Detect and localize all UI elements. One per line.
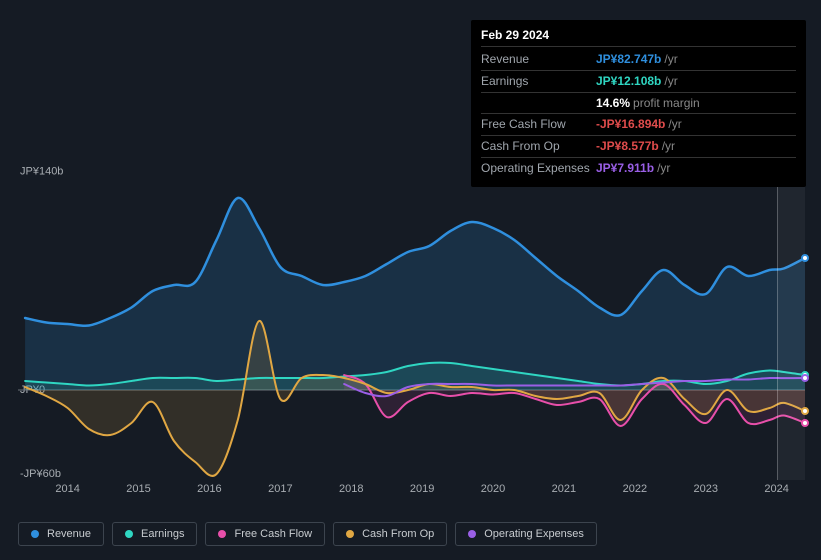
tooltip-label: Earnings: [481, 73, 596, 90]
legend-label: Revenue: [47, 528, 91, 540]
legend-swatch: [468, 530, 476, 538]
legend-item[interactable]: Free Cash Flow: [205, 522, 325, 546]
legend: Revenue Earnings Free Cash Flow Cash From O…: [18, 522, 597, 546]
tooltip-row: Operating ExpensesJP¥7.911b/yr: [481, 158, 796, 179]
legend-item[interactable]: Revenue: [18, 522, 104, 546]
cursor-line: [777, 180, 778, 480]
legend-swatch: [31, 530, 39, 538]
legend-swatch: [125, 530, 133, 538]
tooltip-value: JP¥82.747b/yr: [596, 51, 678, 68]
chart-tooltip: Feb 29 2024 RevenueJP¥82.747b/yrEarnings…: [471, 20, 806, 187]
tooltip-value: JP¥12.108b/yr: [596, 73, 678, 90]
chart: JP¥140bJP¥0-JP¥60b 201420152016201720182…: [0, 155, 821, 495]
x-axis-label: 2017: [268, 483, 292, 495]
series-end-marker: [801, 374, 809, 382]
tooltip-label: [481, 95, 596, 112]
tooltip-row: Cash From Op-JP¥8.577b/yr: [481, 136, 796, 158]
tooltip-row: 14.6%profit margin: [481, 93, 796, 115]
x-axis-label: 2021: [552, 483, 576, 495]
legend-label: Free Cash Flow: [234, 528, 312, 540]
tooltip-label: Cash From Op: [481, 138, 596, 155]
y-axis-label: JP¥140b: [20, 166, 63, 178]
legend-label: Operating Expenses: [484, 528, 584, 540]
plot-area[interactable]: [18, 180, 805, 480]
tooltip-label: Operating Expenses: [481, 160, 596, 177]
x-axis-label: 2018: [339, 483, 363, 495]
legend-swatch: [218, 530, 226, 538]
x-axis-label: 2016: [197, 483, 221, 495]
x-axis-label: 2022: [623, 483, 647, 495]
series-end-marker: [801, 254, 809, 262]
x-axis-label: 2024: [764, 483, 788, 495]
x-axis-label: 2020: [481, 483, 505, 495]
tooltip-date: Feb 29 2024: [481, 28, 796, 47]
tooltip-row: EarningsJP¥12.108b/yr: [481, 71, 796, 93]
tooltip-value: -JP¥16.894b/yr: [596, 116, 682, 133]
x-axis-label: 2014: [55, 483, 79, 495]
legend-label: Earnings: [141, 528, 184, 540]
series-end-marker: [801, 407, 809, 415]
x-axis-label: 2015: [126, 483, 150, 495]
tooltip-label: Revenue: [481, 51, 596, 68]
series-end-marker: [801, 419, 809, 427]
tooltip-row: RevenueJP¥82.747b/yr: [481, 49, 796, 71]
tooltip-value: -JP¥8.577b/yr: [596, 138, 675, 155]
legend-swatch: [346, 530, 354, 538]
legend-item[interactable]: Earnings: [112, 522, 197, 546]
tooltip-row: Free Cash Flow-JP¥16.894b/yr: [481, 114, 796, 136]
legend-item[interactable]: Cash From Op: [333, 522, 447, 546]
legend-label: Cash From Op: [362, 528, 434, 540]
x-axis-label: 2019: [410, 483, 434, 495]
tooltip-value: 14.6%profit margin: [596, 95, 700, 112]
tooltip-value: JP¥7.911b/yr: [596, 160, 670, 177]
tooltip-label: Free Cash Flow: [481, 116, 596, 133]
x-axis-label: 2023: [693, 483, 717, 495]
legend-item[interactable]: Operating Expenses: [455, 522, 597, 546]
